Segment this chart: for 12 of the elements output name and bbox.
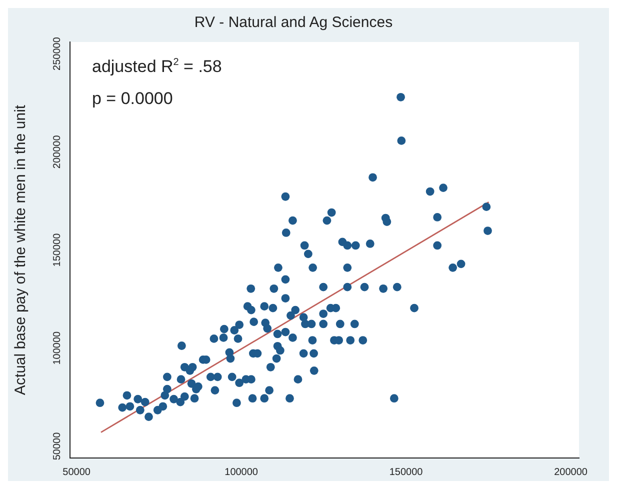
annotation: p = 0.0000 [92, 89, 173, 108]
x-tick-label: 150000 [389, 466, 424, 478]
x-tick-label: 50000 [62, 466, 91, 478]
x-tick-label: 100000 [224, 466, 258, 478]
y-tick-label: 150000 [52, 232, 63, 267]
y-tick-label: 100000 [52, 330, 63, 365]
chart-title: RV - Natural and Ag Sciences [194, 14, 393, 32]
y-tick-label: 200000 [52, 134, 63, 169]
y-axis-title: Actual base pay of the white men in the unit [12, 104, 30, 396]
y-tick-label: 250000 [52, 36, 63, 70]
x-tick-label: 200000 [554, 466, 588, 478]
y-tick-label: 50000 [52, 432, 63, 460]
